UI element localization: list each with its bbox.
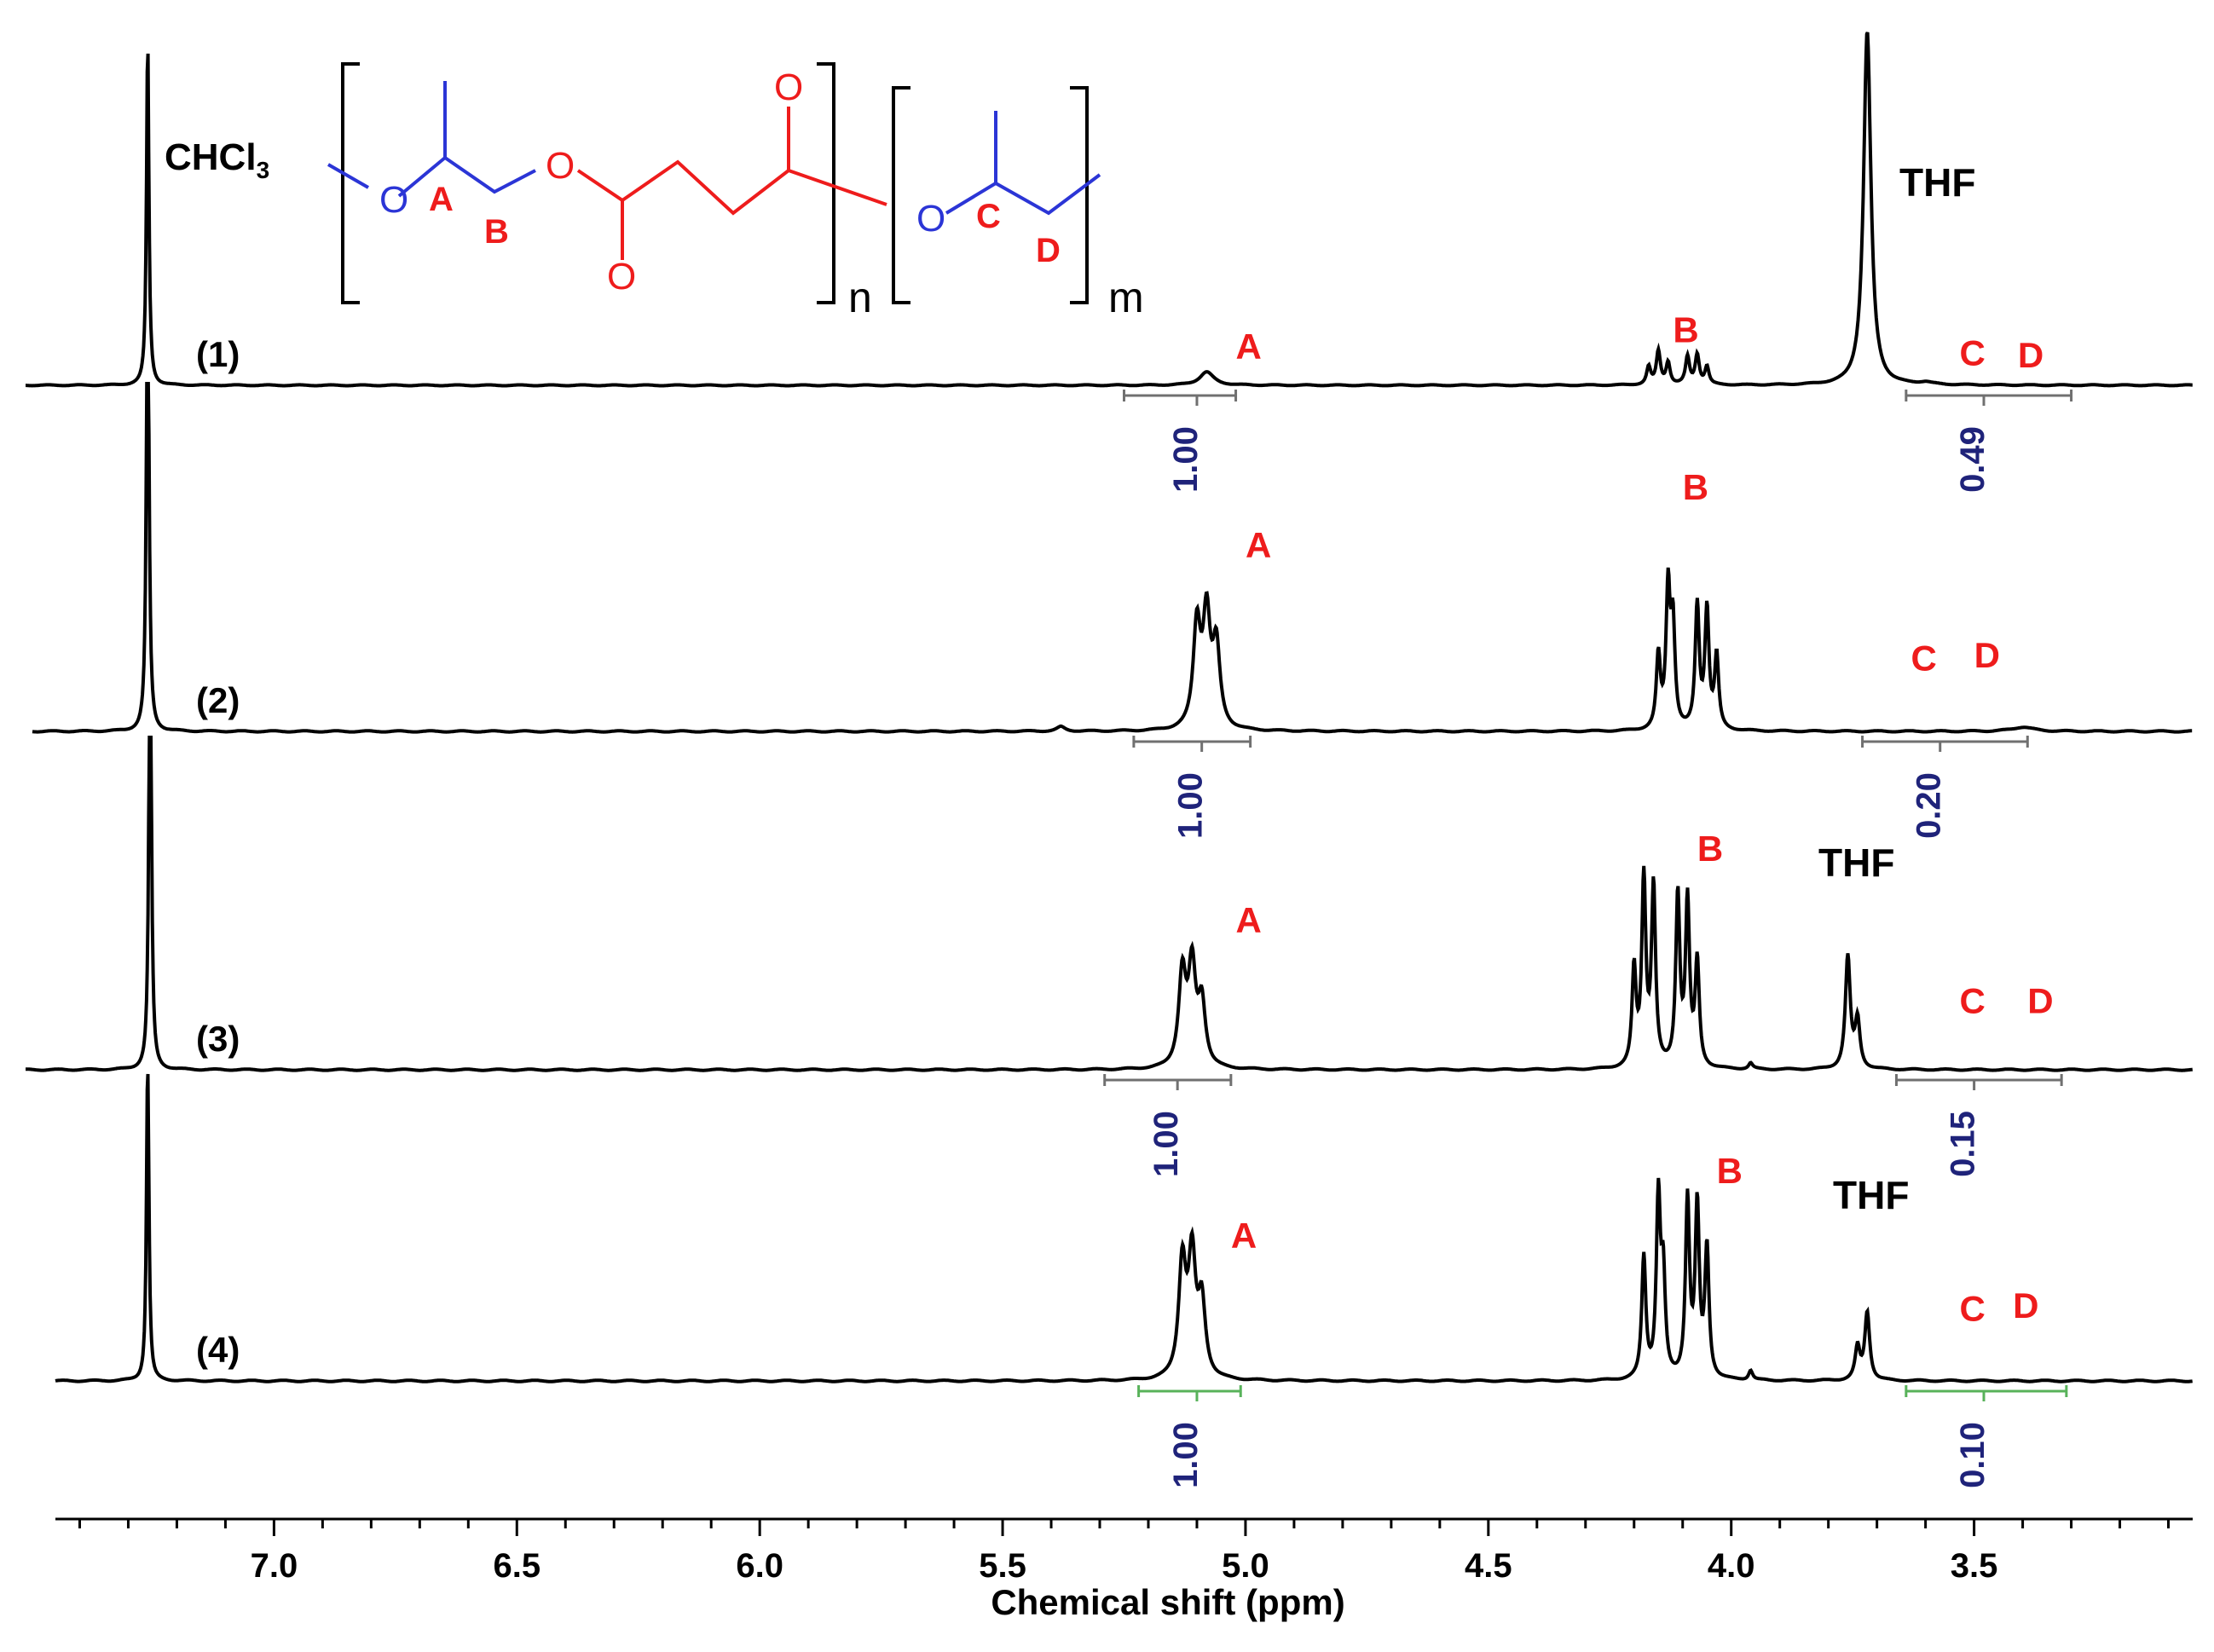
integral-2: 0.49 bbox=[1905, 390, 2073, 493]
subscript-m: m bbox=[1108, 274, 1144, 321]
solvent-label-main: CHCl bbox=[165, 136, 257, 178]
bracket-m-right bbox=[1070, 86, 1089, 304]
peak-label-b: B bbox=[1673, 309, 1698, 349]
peak-label-c: C bbox=[1911, 638, 1937, 679]
integral-2: 0.20 bbox=[1861, 736, 2029, 839]
peak-label-c: C bbox=[1960, 981, 1986, 1021]
structure-label-a: A bbox=[429, 181, 454, 218]
integral-value: 0.49 bbox=[1954, 426, 1991, 493]
spectrum-3: (3) A B C D THF 1.00 0.15 bbox=[26, 736, 2194, 1177]
spectrum-label: (2) bbox=[196, 680, 240, 720]
structure-label-c: C bbox=[976, 198, 1001, 235]
peak-label-b: B bbox=[1697, 829, 1723, 869]
chain-red-ester bbox=[576, 107, 887, 260]
peak-label-b: B bbox=[1717, 1151, 1743, 1191]
integral-value: 1.00 bbox=[1167, 1422, 1205, 1488]
thf-label: THF bbox=[1818, 840, 1894, 885]
oxygen-4: O bbox=[774, 66, 804, 108]
subscript-n: n bbox=[848, 274, 872, 321]
spectrum-label: (1) bbox=[196, 334, 240, 374]
spectrum-4: (4) A B C D THF 1.00 0.10 bbox=[55, 1073, 2193, 1488]
oxygen-5: O bbox=[916, 198, 946, 240]
structure-label-d: D bbox=[1036, 232, 1061, 269]
spectrum-trace bbox=[26, 736, 2194, 1072]
integral-value: 0.20 bbox=[1911, 772, 1948, 839]
oxygen-1: O bbox=[379, 179, 409, 221]
chain-blue-2 bbox=[945, 111, 1101, 216]
peak-label-c: C bbox=[1960, 1289, 1986, 1329]
bracket-m-left bbox=[892, 86, 910, 304]
integral-1: 1.00 bbox=[1123, 390, 1238, 493]
spectrum-label: (3) bbox=[196, 1019, 240, 1059]
x-axis-group: 7.0 6.5 6.0 5.5 5.0 4.5 4.0 3.5 Chemical shift (… bbox=[55, 1517, 2193, 1622]
x-tick-label: 5.0 bbox=[1222, 1547, 1269, 1585]
oxygen-3: O bbox=[607, 256, 637, 297]
spectrum-trace bbox=[26, 32, 2193, 388]
structure-label-b: B bbox=[484, 213, 509, 251]
thf-label: THF bbox=[1833, 1173, 1909, 1217]
spectrum-trace bbox=[55, 1073, 2193, 1383]
x-tick-label: 4.5 bbox=[1465, 1547, 1512, 1585]
peak-label-d: D bbox=[2027, 981, 2053, 1021]
integral-value: 0.10 bbox=[1954, 1422, 1991, 1488]
integral-2: 0.15 bbox=[1894, 1074, 2063, 1177]
x-tick-label: 3.5 bbox=[1951, 1547, 1998, 1585]
peak-label-b: B bbox=[1683, 467, 1708, 507]
x-tick-label: 5.5 bbox=[979, 1547, 1026, 1585]
x-tick-label: 7.0 bbox=[251, 1547, 298, 1585]
integral-1: 1.00 bbox=[1137, 1385, 1242, 1488]
oxygen-2: O bbox=[546, 145, 575, 187]
x-axis-title: Chemical shift (ppm) bbox=[991, 1582, 1344, 1622]
thf-label: THF bbox=[1899, 160, 1975, 205]
integral-value: 1.00 bbox=[1147, 1111, 1185, 1177]
solvent-label-sub: 3 bbox=[256, 156, 270, 183]
spectrum-label: (4) bbox=[196, 1330, 240, 1370]
integral-value: 0.15 bbox=[1945, 1111, 1982, 1177]
integral-value: 1.00 bbox=[1172, 772, 1210, 839]
integral-value: 1.00 bbox=[1167, 426, 1205, 493]
x-tick-label: 4.0 bbox=[1708, 1547, 1755, 1585]
polymer-structure bbox=[327, 62, 1101, 304]
spectrum-2: (2) A B C D 1.00 0.20 bbox=[32, 382, 2193, 839]
x-tick-label: 6.0 bbox=[736, 1547, 783, 1585]
integral-1: 1.00 bbox=[1132, 736, 1252, 839]
spectrum-trace bbox=[32, 382, 2193, 734]
chain-blue-1 bbox=[327, 81, 536, 198]
x-tick-label: 6.5 bbox=[493, 1547, 540, 1585]
bracket-n-right bbox=[817, 62, 835, 304]
peak-label-a: A bbox=[1246, 525, 1271, 565]
peak-label-d: D bbox=[2013, 1285, 2038, 1326]
peak-label-d: D bbox=[1974, 635, 2000, 675]
peak-label-d: D bbox=[2018, 335, 2043, 375]
peak-label-a: A bbox=[1236, 900, 1262, 940]
peak-label-a: A bbox=[1236, 326, 1262, 367]
integral-1: 1.00 bbox=[1103, 1074, 1233, 1177]
peak-label-a: A bbox=[1231, 1216, 1257, 1256]
peak-label-c: C bbox=[1960, 333, 1986, 373]
solvent-label: CHCl3 bbox=[165, 136, 269, 184]
bracket-n-left bbox=[341, 62, 360, 304]
integral-2: 0.10 bbox=[1905, 1385, 2068, 1488]
